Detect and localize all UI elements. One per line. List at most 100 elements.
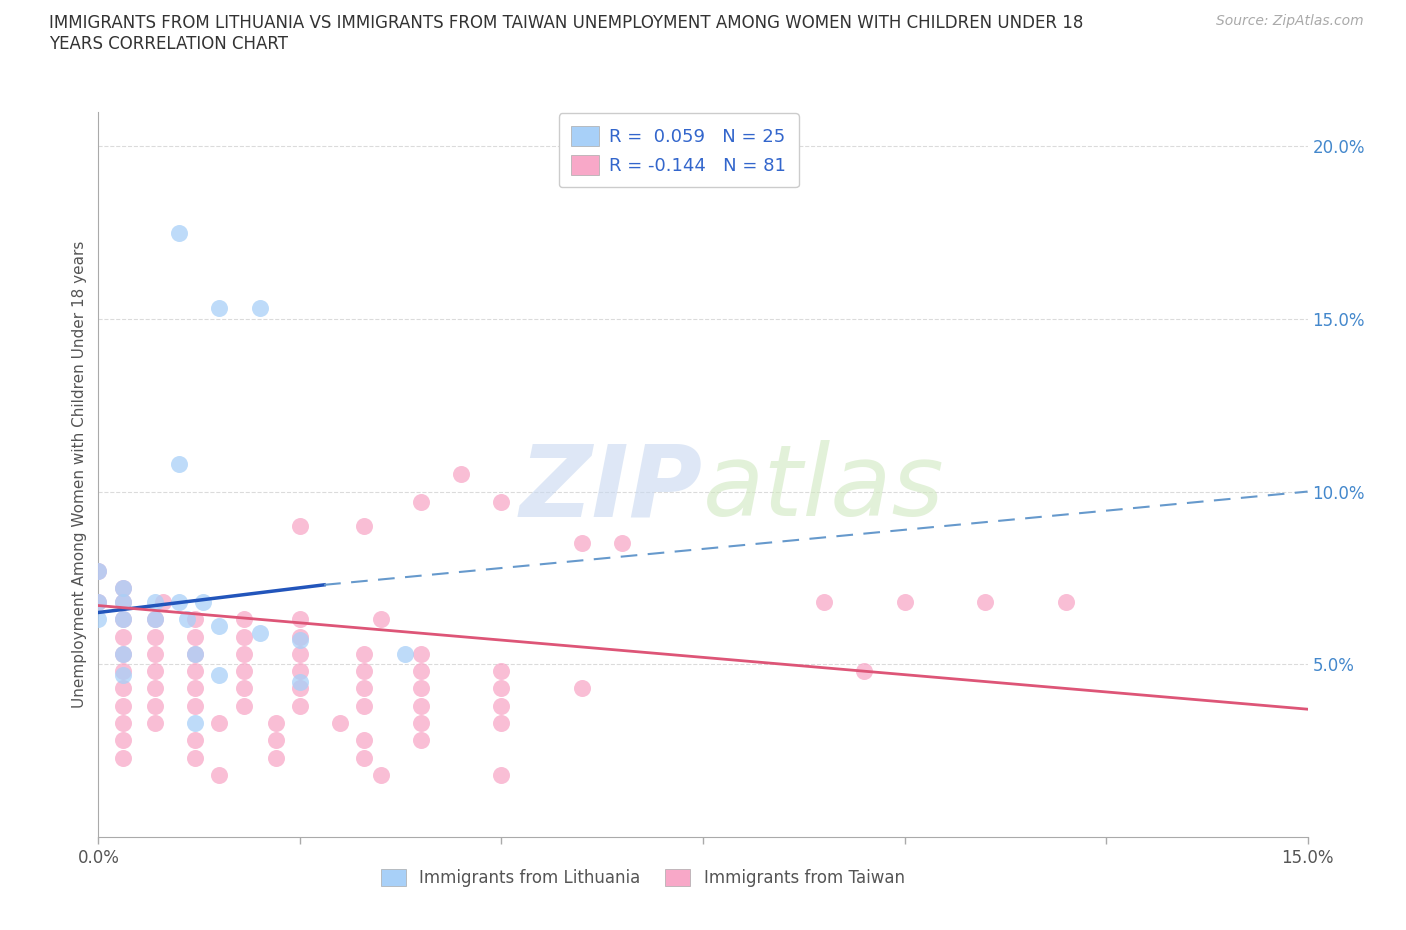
Legend: Immigrants from Lithuania, Immigrants from Taiwan: Immigrants from Lithuania, Immigrants fr… (374, 862, 911, 894)
Point (87, 594, 110, 609)
Point (353, 646, 375, 661)
Point (111, 681, 134, 696)
Point (491, 681, 513, 696)
Point (409, 733, 432, 748)
Point (111, 646, 134, 661)
Point (143, 715, 166, 730)
Point (167, 457, 190, 472)
Point (184, 612, 207, 627)
Point (184, 681, 207, 696)
Point (232, 612, 254, 627)
Text: atlas: atlas (703, 440, 945, 538)
Point (353, 519, 375, 534)
Point (288, 632, 311, 647)
Point (232, 630, 254, 644)
Point (111, 581, 134, 596)
Point (893, 594, 915, 609)
Point (249, 301, 271, 316)
Point (232, 664, 254, 679)
Point (491, 715, 513, 730)
Point (353, 751, 375, 765)
Point (111, 594, 134, 609)
Point (264, 733, 287, 748)
Text: Source: ZipAtlas.com: Source: ZipAtlas.com (1216, 14, 1364, 28)
Point (288, 681, 311, 696)
Point (184, 646, 207, 661)
Point (111, 698, 134, 713)
Point (208, 715, 231, 730)
Point (232, 646, 254, 661)
Point (184, 698, 207, 713)
Point (152, 594, 174, 609)
Point (208, 667, 231, 682)
Point (167, 225, 190, 240)
Point (409, 715, 432, 730)
Text: ZIP: ZIP (520, 440, 703, 538)
Point (264, 751, 287, 765)
Point (111, 581, 134, 596)
Point (353, 733, 375, 748)
Point (111, 612, 134, 627)
Point (208, 301, 231, 316)
Point (853, 664, 876, 679)
Point (813, 594, 835, 609)
Point (288, 674, 311, 689)
Point (111, 594, 134, 609)
Point (329, 715, 352, 730)
Point (1054, 594, 1077, 609)
Point (208, 767, 231, 782)
Point (111, 664, 134, 679)
Point (184, 664, 207, 679)
Point (143, 630, 166, 644)
Point (288, 664, 311, 679)
Point (184, 751, 207, 765)
Point (111, 646, 134, 661)
Point (87, 612, 110, 627)
Point (288, 630, 311, 644)
Point (974, 594, 997, 609)
Point (370, 612, 392, 627)
Point (111, 715, 134, 730)
Point (612, 536, 634, 551)
Point (491, 664, 513, 679)
Point (143, 664, 166, 679)
Point (167, 594, 190, 609)
Point (288, 698, 311, 713)
Point (491, 767, 513, 782)
Point (394, 646, 416, 661)
Point (264, 715, 287, 730)
Point (143, 681, 166, 696)
Point (143, 612, 166, 627)
Point (111, 751, 134, 765)
Point (353, 681, 375, 696)
Point (111, 667, 134, 682)
Y-axis label: Unemployment Among Women with Children Under 18 years: Unemployment Among Women with Children U… (72, 241, 87, 708)
Point (409, 681, 432, 696)
Point (176, 612, 198, 627)
Point (111, 630, 134, 644)
Point (87, 564, 110, 578)
Point (288, 646, 311, 661)
Point (184, 733, 207, 748)
Point (87, 594, 110, 609)
Point (232, 698, 254, 713)
Point (87, 564, 110, 578)
Point (249, 626, 271, 641)
Point (409, 664, 432, 679)
Point (409, 698, 432, 713)
Point (143, 612, 166, 627)
Point (184, 715, 207, 730)
Point (491, 698, 513, 713)
Point (409, 495, 432, 510)
Point (370, 767, 392, 782)
Point (111, 612, 134, 627)
Point (193, 594, 215, 609)
Point (571, 536, 593, 551)
Point (184, 630, 207, 644)
Point (143, 646, 166, 661)
Point (353, 664, 375, 679)
Point (353, 698, 375, 713)
Point (571, 681, 593, 696)
Point (232, 681, 254, 696)
Point (208, 618, 231, 633)
